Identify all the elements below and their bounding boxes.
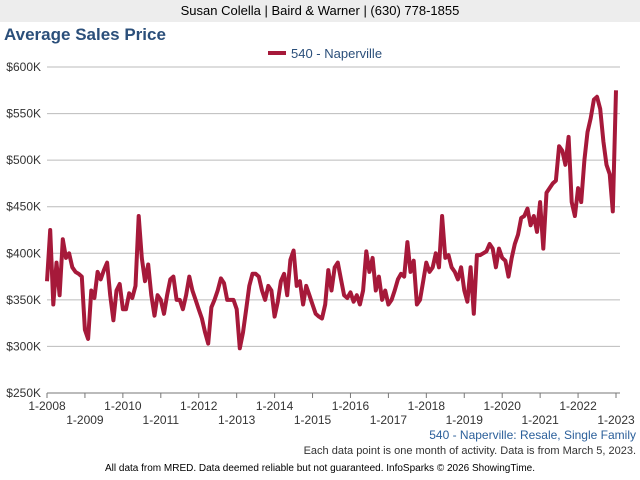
x-tick-label: 1-2010 [104,399,142,413]
y-tick-label: $350K [6,293,41,307]
y-tick-label: $400K [6,246,41,260]
agent-header: Susan Colella | Baird & Warner | (630) 7… [0,0,640,22]
x-tick-label: 1-2013 [218,413,256,427]
x-tick-label: 1-2020 [484,399,522,413]
x-tick-label: 1-2022 [559,399,597,413]
x-tick-label: 1-2015 [294,413,332,427]
x-tick-label: 1-2021 [521,413,559,427]
x-tick-label: 1-2014 [256,399,294,413]
x-tick-label: 1-2012 [180,399,218,413]
legend-label: 540 - Naperville [291,46,382,61]
x-tick-label: 1-2009 [66,413,104,427]
y-tick-label: $550K [6,107,41,121]
x-tick-label: 1-2011 [143,413,180,427]
x-tick-label: 1-2018 [408,399,446,413]
y-tick-label: $600K [6,60,41,74]
series-description: 540 - Naperville: Resale, Single Family [429,428,636,442]
x-tick-label: 1-2023 [597,413,635,427]
x-tick-label: 1-2016 [332,399,370,413]
data-note: Each data point is one month of activity… [303,445,636,457]
y-tick-label: $500K [6,153,41,167]
y-tick-label: $250K [6,386,41,400]
x-tick-label: 1-2017 [370,413,408,427]
x-tick-label: 1-2008 [28,399,66,413]
y-tick-label: $300K [6,339,41,353]
y-tick-label: $450K [6,200,41,214]
x-tick-label: 1-2019 [446,413,484,427]
series-line-naperville [45,90,618,351]
chart-title: Average Sales Price [4,25,166,44]
disclaimer: All data from MRED. Data deemed reliable… [104,463,535,474]
